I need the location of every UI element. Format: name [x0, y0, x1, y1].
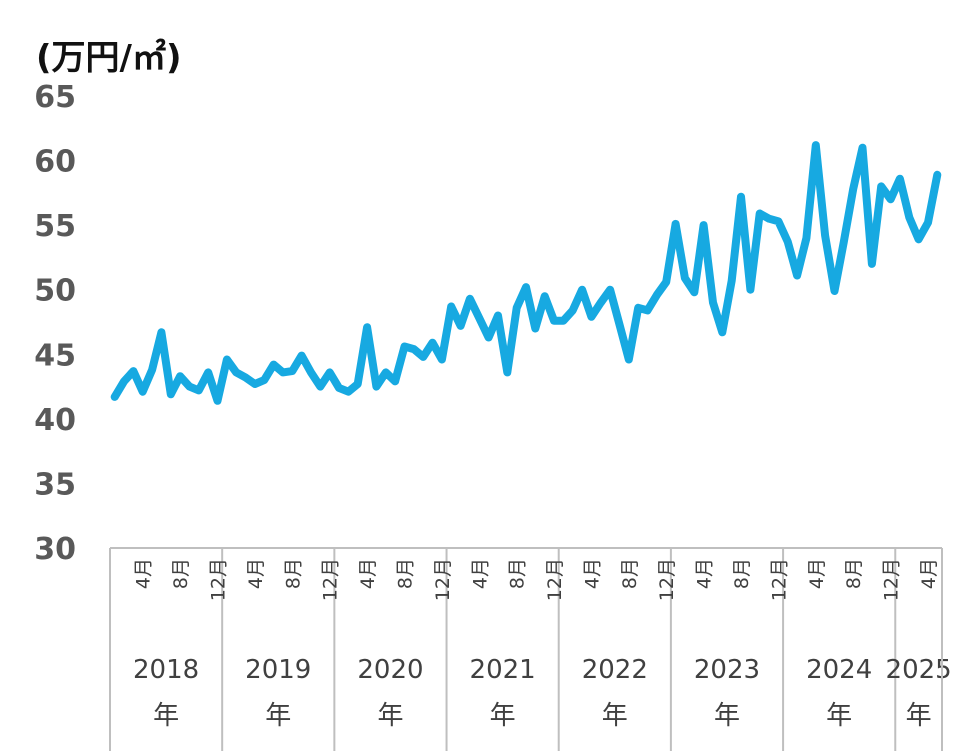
month-tick-label: 12月	[881, 558, 903, 601]
y-tick-label: 65	[34, 80, 76, 115]
y-tick-label: 40	[34, 403, 76, 438]
month-tick-label: 4月	[245, 558, 267, 589]
month-tick-label: 8月	[507, 558, 529, 589]
year-label-suffix: 年	[826, 701, 852, 731]
month-tick-label: 4月	[694, 558, 716, 589]
y-tick-label: 50	[34, 274, 76, 309]
month-tick-label: 4月	[806, 558, 828, 589]
year-label: 2022	[582, 655, 648, 685]
month-tick-label: 12月	[208, 558, 230, 601]
y-tick-label: 60	[34, 145, 76, 180]
year-label: 2025	[886, 655, 952, 685]
month-tick-label: 12月	[320, 558, 342, 601]
month-tick-label: 4月	[469, 558, 491, 589]
y-axis-unit-label: (万円/㎡)	[36, 38, 182, 78]
year-label: 2021	[470, 655, 536, 685]
y-tick-label: 30	[34, 532, 76, 567]
year-label: 2024	[806, 655, 872, 685]
y-tick-label: 55	[34, 209, 76, 244]
month-tick-label: 12月	[656, 558, 678, 601]
month-tick-label: 8月	[731, 558, 753, 589]
year-label: 2019	[245, 655, 311, 685]
month-tick-label: 12月	[544, 558, 566, 601]
month-tick-label: 8月	[282, 558, 304, 589]
month-tick-label: 4月	[918, 558, 940, 589]
month-tick-label: 8月	[843, 558, 865, 589]
year-label-suffix: 年	[714, 701, 740, 731]
month-tick-label: 4月	[581, 558, 603, 589]
month-tick-label: 12月	[768, 558, 790, 601]
y-tick-label: 35	[34, 467, 76, 502]
year-label: 2018	[133, 655, 199, 685]
y-tick-label: 45	[34, 338, 76, 373]
month-tick-label: 8月	[394, 558, 416, 589]
series-line	[110, 141, 942, 405]
year-label-suffix: 年	[153, 701, 179, 731]
year-label: 2020	[357, 655, 423, 685]
year-label: 2023	[694, 655, 760, 685]
month-tick-label: 8月	[619, 558, 641, 589]
year-label-suffix: 年	[377, 701, 403, 731]
month-tick-label: 12月	[432, 558, 454, 601]
year-label-suffix: 年	[906, 701, 932, 731]
year-label-suffix: 年	[265, 701, 291, 731]
month-tick-label: 8月	[170, 558, 192, 589]
month-tick-label: 4月	[133, 558, 155, 589]
year-label-suffix: 年	[490, 701, 516, 731]
month-tick-label: 4月	[357, 558, 379, 589]
year-label-suffix: 年	[602, 701, 628, 731]
